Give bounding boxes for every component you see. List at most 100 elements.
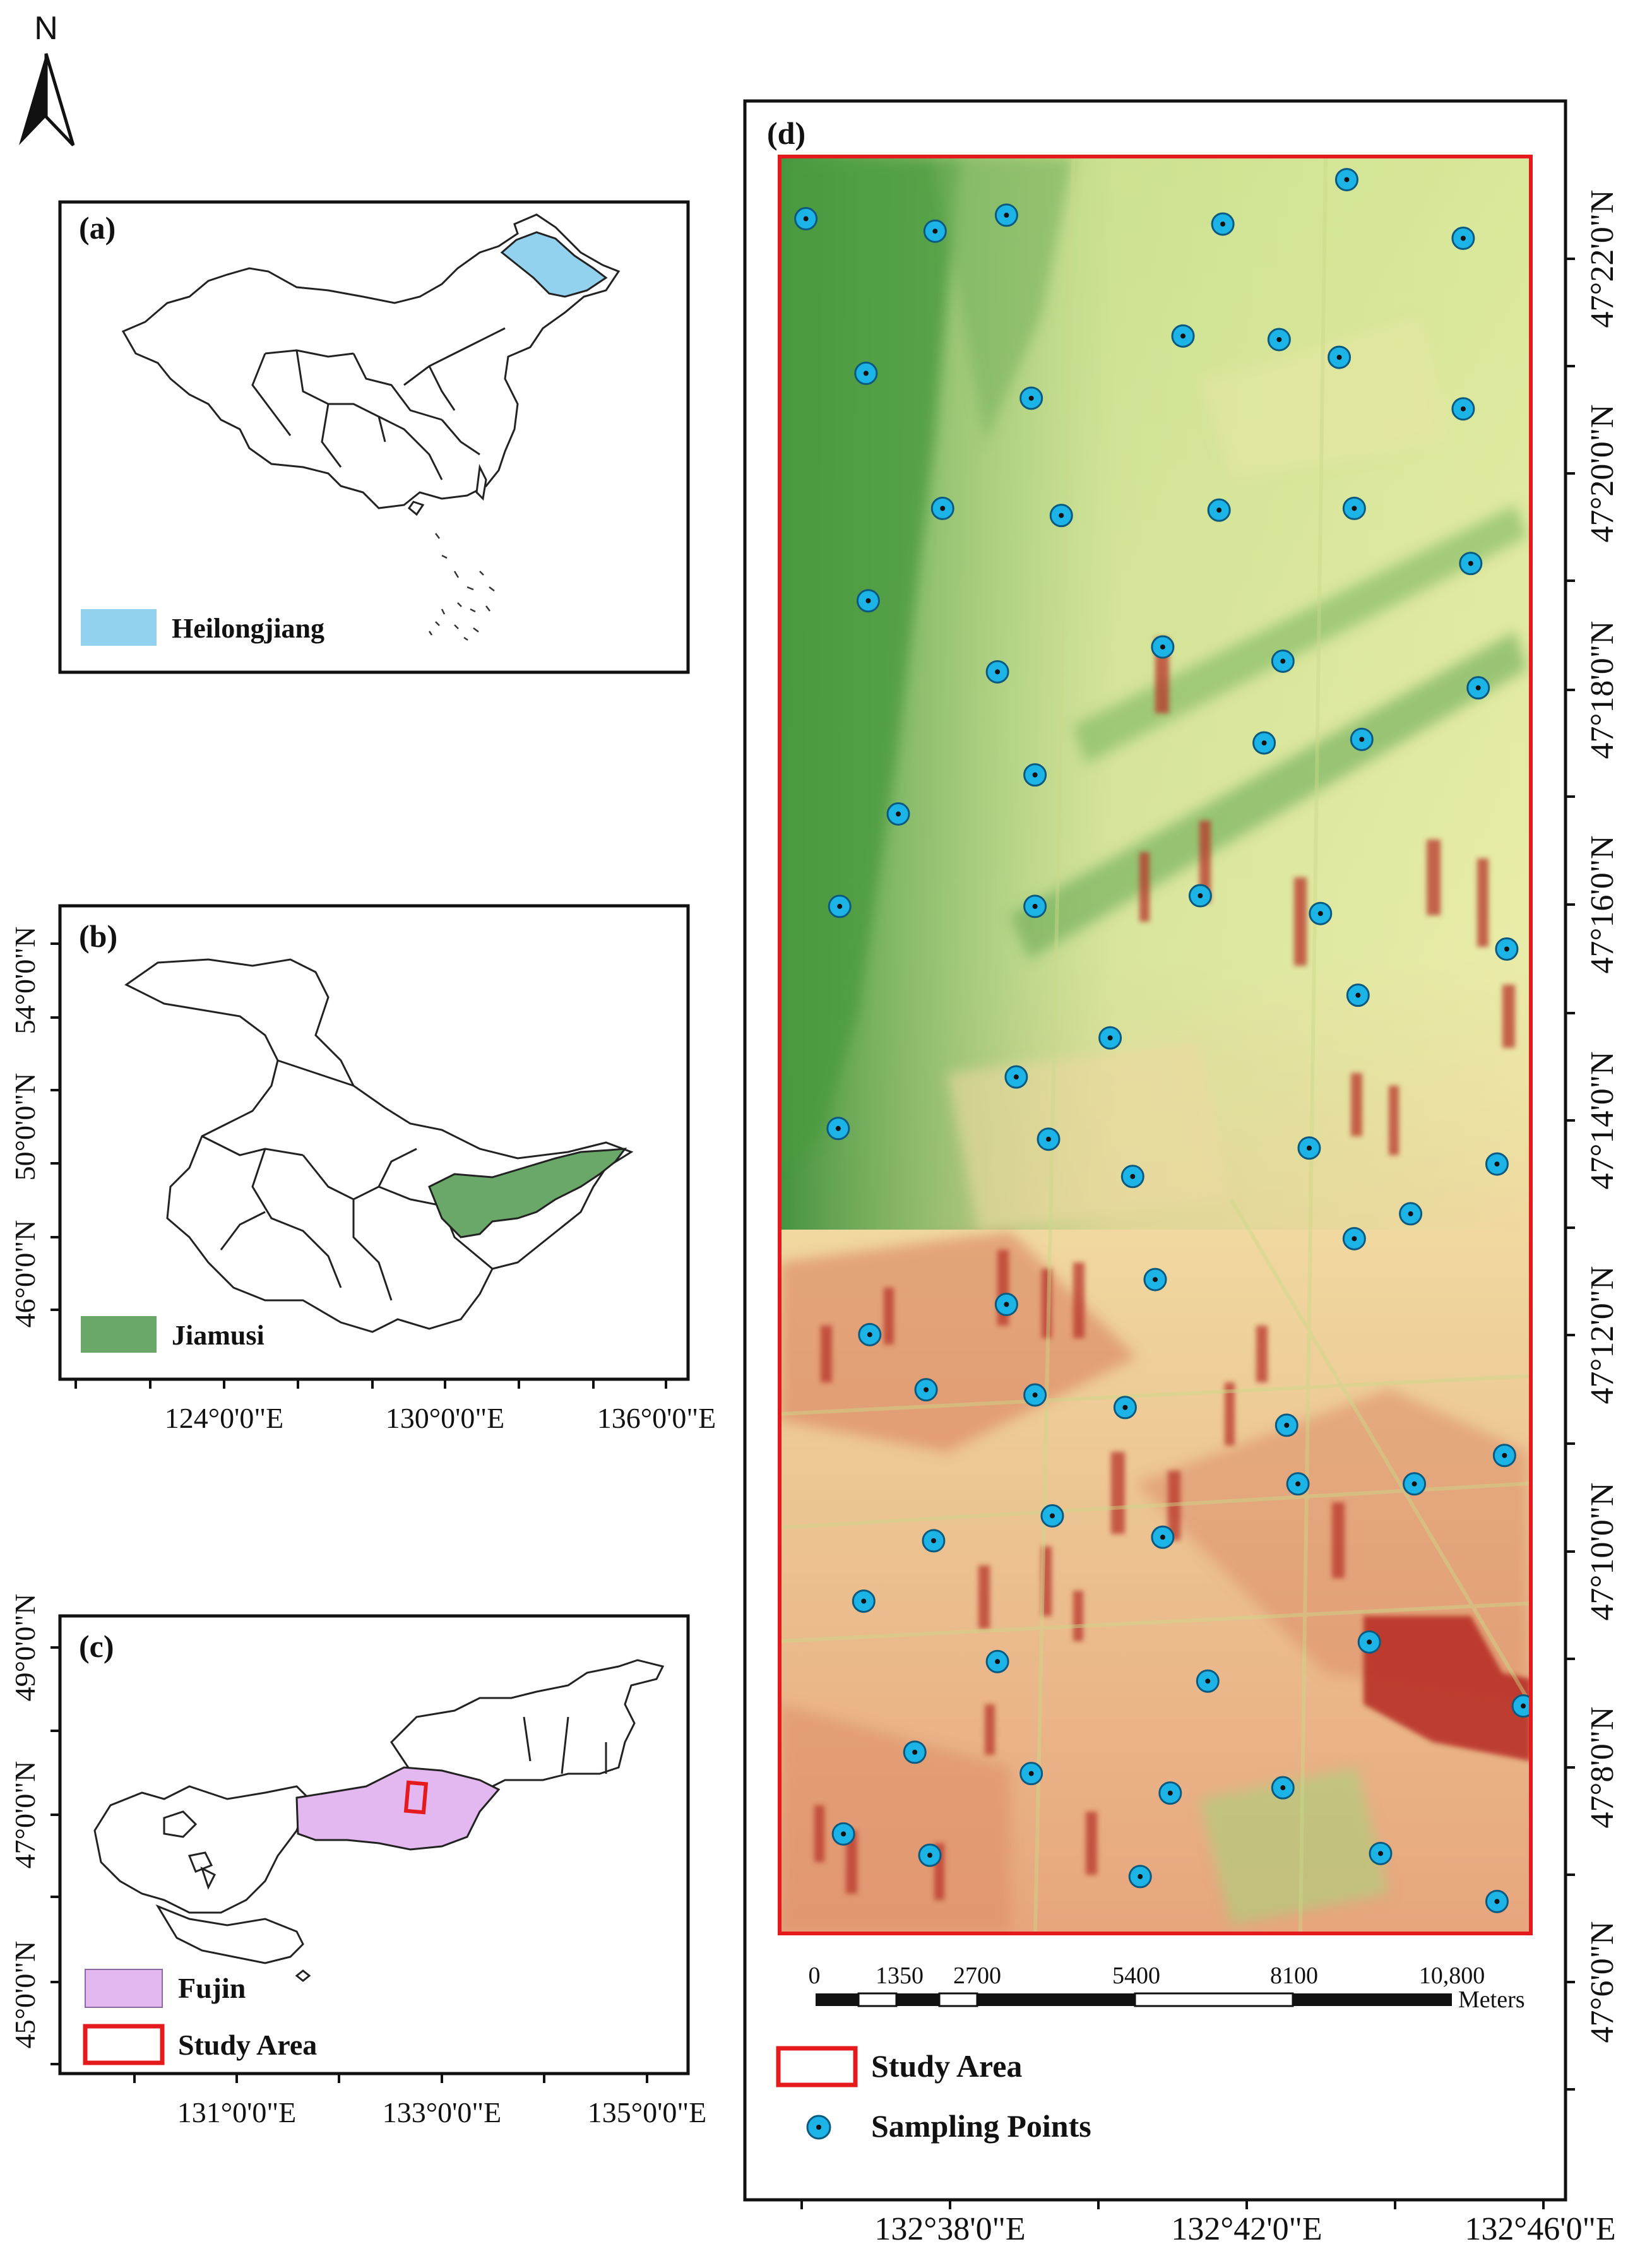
raster-red-block <box>1364 1616 1531 1761</box>
panel-d-lat-label: 47°22'0"N <box>1584 190 1620 328</box>
sampling-point-center <box>1138 1873 1143 1879</box>
raster-field-lines <box>780 157 1531 1932</box>
sampling-point-center <box>1160 1535 1165 1540</box>
scale-bar: 0 1350 2700 5400 8100 10,800 Meters <box>809 1962 1525 2013</box>
sampling-point-center <box>1280 658 1286 664</box>
panel-c-lat-label: 45°0'0"N <box>9 1941 41 2049</box>
sampling-point-center <box>841 1831 847 1837</box>
sampling-point-center <box>1408 1211 1413 1216</box>
scale-tick-label: 8100 <box>1270 1962 1318 1989</box>
scale-tick-label: 5400 <box>1112 1962 1160 1989</box>
sampling-points <box>794 168 1531 1913</box>
sampling-point-center <box>1004 212 1009 218</box>
sampling-point-center <box>835 1125 841 1131</box>
sampling-point-center <box>1502 1452 1507 1458</box>
scale-tick-label: 2700 <box>953 1962 1001 1989</box>
panel-d-lon-label: 132°38'0"E <box>874 2211 1025 2244</box>
sampling-point-center <box>1028 1771 1034 1776</box>
sampling-point-center <box>1355 992 1361 998</box>
sampling-point-center <box>1460 235 1466 241</box>
sampling-point-center <box>1261 740 1267 745</box>
panel-c-lat-labels: 49°0'0"N 47°0'0"N 45°0'0"N <box>9 1594 41 2049</box>
sampling-point-center <box>940 506 946 511</box>
panel-d-axis-ticks <box>800 258 1575 2209</box>
study-area-legend-swatch <box>776 2046 858 2087</box>
sampling-point-center <box>1160 644 1165 650</box>
sampling-point-center <box>1352 1236 1357 1242</box>
north-arrow-left-icon <box>19 54 46 145</box>
panel-d-lon-label: 132°46'0"E <box>1465 2211 1615 2244</box>
study-area-legend-swatch <box>83 2024 165 2065</box>
study-area-inset-box <box>403 1780 429 1815</box>
panel-c-jiamusi-map: (c) Fujin Study Area 49°0'0"N 47°0'0"N 4… <box>9 1594 706 2128</box>
sampling-point-center <box>1032 1392 1038 1398</box>
sampling-point-center <box>1167 1790 1173 1796</box>
panel-c-lon-labels: 131°0'0"E 133°0'0"E 135°0'0"E <box>177 2096 707 2128</box>
sampling-point-center <box>1494 1899 1500 1904</box>
panel-d-lon-labels: 132°38'0"E 132°42'0"E 132°46'0"E <box>874 2211 1615 2244</box>
sampling-point-center <box>867 1332 872 1338</box>
north-label: N <box>34 10 58 47</box>
fujin-legend-swatch <box>85 1969 163 2008</box>
sampling-point-center <box>912 1749 918 1755</box>
panel-c-axis-ticks <box>51 1646 648 2083</box>
sampling-point-center <box>927 1853 932 1858</box>
sampling-point-center <box>1032 772 1038 778</box>
sampling-point-center <box>930 1538 936 1543</box>
sampling-point-center <box>861 1598 867 1604</box>
sampling-point-center <box>863 371 869 376</box>
sampling-point-center <box>1460 406 1466 412</box>
sampling-point-center <box>1504 946 1509 952</box>
panel-c-lon-label: 135°0'0"E <box>588 2096 707 2128</box>
panel-a-china-map: (a) Heilongjiang <box>58 200 690 674</box>
panel-c-lat-label: 49°0'0"N <box>9 1594 41 1702</box>
panel-b-heilongjiang-map: (b) Jiamusi 54°0'0"N 50°0'0"N 46°0'0"N 1… <box>9 904 716 1434</box>
panel-b-label: (b) <box>79 918 117 954</box>
sampling-point-center <box>1378 1851 1383 1856</box>
sampling-point-center <box>1521 1703 1526 1709</box>
panel-b-lat-label: 46°0'0"N <box>9 1220 41 1328</box>
sampling-points-legend-label: Sampling Points <box>871 2108 1091 2144</box>
south-china-sea-islands <box>428 533 495 641</box>
panel-d-lat-label: 47°14'0"N <box>1584 1052 1620 1190</box>
sampling-point-center <box>1276 336 1282 342</box>
jiamusi-legend-swatch <box>81 1316 157 1353</box>
panel-b-lon-labels: 124°0'0"E 130°0'0"E 136°0'0"E <box>165 1402 716 1434</box>
panel-d-label: (d) <box>767 116 805 151</box>
sampling-point-center <box>1220 221 1226 227</box>
sampling-point-center <box>1359 737 1365 742</box>
sampling-point-center <box>1180 333 1186 339</box>
sampling-point-center <box>803 216 809 222</box>
panel-a-label: (a) <box>79 210 116 246</box>
sampling-point-center <box>1032 903 1038 909</box>
sampling-point-center <box>1028 395 1034 401</box>
sampling-point-center <box>995 669 1001 675</box>
panel-d-lat-label: 47°18'0"N <box>1584 621 1620 759</box>
panel-d-lat-label: 47°12'0"N <box>1584 1266 1620 1404</box>
panel-b-lon-label: 136°0'0"E <box>597 1402 716 1434</box>
sampling-point-center <box>1344 177 1350 182</box>
fujin-legend-label: Fujin <box>178 1972 246 2004</box>
sampling-point-center <box>1306 1145 1312 1151</box>
panel-d-lat-labels: 47°22'0"N 47°20'0"N 47°18'0"N 47°16'0"N 47°1… <box>1584 190 1620 2043</box>
panel-b-lat-label: 50°0'0"N <box>9 1073 41 1181</box>
jiamusi-legend-label: Jiamusi <box>172 1320 264 1351</box>
panel-d-lat-label: 47°6'0"N <box>1584 1921 1620 2043</box>
panel-c-lon-label: 131°0'0"E <box>177 2096 297 2128</box>
panel-b-axis-ticks <box>51 942 667 1389</box>
panel-d-lat-label: 47°8'0"N <box>1584 1707 1620 1829</box>
sampling-point-center <box>1197 893 1203 899</box>
sampling-point-center <box>837 903 843 909</box>
panel-b-lon-label: 130°0'0"E <box>386 1402 505 1434</box>
sampling-point-center <box>1468 561 1473 566</box>
sampling-point-center <box>1059 513 1064 518</box>
panel-d-lat-label: 47°10'0"N <box>1584 1483 1620 1621</box>
scale-tick-label: 10,800 <box>1419 1962 1485 1989</box>
sampling-point-center <box>1367 1639 1372 1645</box>
sampling-point-center <box>1280 1785 1286 1791</box>
sampling-point-center <box>1049 1513 1055 1519</box>
study-area-boundary <box>778 155 1533 1935</box>
sampling-point-center <box>1013 1074 1019 1080</box>
heilongjiang-outline <box>124 958 634 1333</box>
sampling-point-center <box>865 598 871 603</box>
